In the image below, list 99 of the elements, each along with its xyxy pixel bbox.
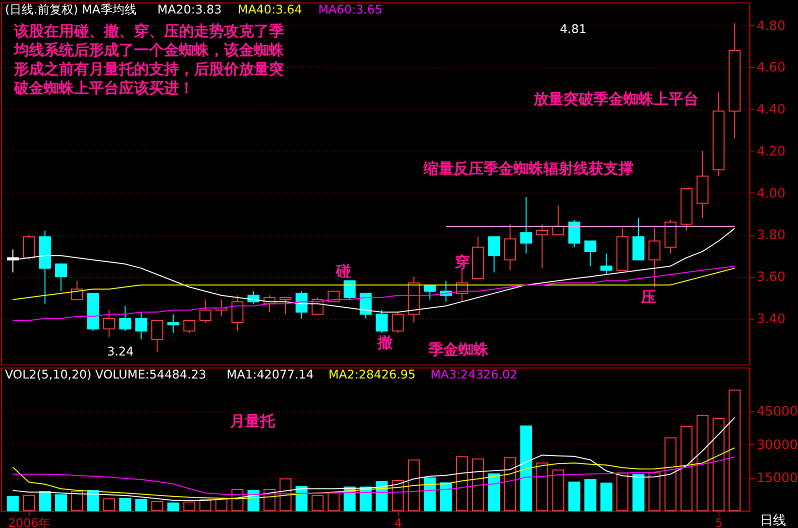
- bar: [504, 457, 516, 512]
- y-tick-label: 3.40: [756, 312, 786, 327]
- text: 日线: [760, 514, 786, 528]
- bar: [648, 472, 660, 512]
- annotation: 该股在用碰、撤、穿、压的走势攻克了季均线系统后形成了一个金蜘蛛，该金蜘蛛形成之前有月量托的支持，后股价放量突破金蜘蛛上平台应该买进！: [12, 22, 285, 97]
- candlestick: [280, 297, 292, 315]
- x-tick-label: 5: [715, 516, 723, 528]
- candlestick: [55, 264, 67, 292]
- bar: [664, 437, 676, 512]
- candlestick: [632, 217, 644, 260]
- candlestick: [151, 320, 164, 352]
- bar: [712, 418, 725, 512]
- candlestick: [199, 299, 212, 324]
- y-tick-label: 4.20: [756, 144, 786, 160]
- text: MA3:24326.02: [430, 367, 518, 382]
- annotation: 4.81: [560, 22, 586, 36]
- bar: [312, 494, 324, 512]
- line-series: [12, 447, 736, 500]
- y-tick-label: 3.60: [756, 270, 786, 286]
- candlestick: [328, 290, 340, 302]
- candlestick: [71, 280, 83, 300]
- bar: [408, 460, 420, 512]
- bar: [616, 472, 628, 512]
- x-tick-label: 4: [394, 516, 402, 528]
- bar: [600, 482, 612, 512]
- candlestick: [22, 234, 35, 260]
- bar: [392, 480, 404, 512]
- annotation: 放量突破季金蜘蛛上平台: [532, 90, 698, 108]
- bar: [456, 456, 468, 512]
- candlestick: [376, 310, 388, 334]
- bar: [296, 486, 308, 512]
- bar: [119, 498, 132, 512]
- candlestick: [231, 294, 244, 332]
- bar: [183, 502, 196, 512]
- annotation: 缩量反压季金蜘蛛辐射线获支撑: [422, 159, 634, 178]
- bar: [135, 498, 148, 512]
- bar: [488, 473, 500, 512]
- bar: [280, 478, 292, 512]
- bar: [328, 492, 340, 512]
- y-tick-label: 4.80: [756, 18, 786, 34]
- candlestick: [135, 312, 148, 340]
- bar: [696, 414, 709, 512]
- bar: [568, 482, 580, 512]
- y-tick-label: 4.00: [756, 186, 786, 202]
- y-tick-label: 4.40: [756, 102, 786, 118]
- bar: [584, 479, 596, 512]
- annotation: 撤: [376, 334, 393, 352]
- bar: [167, 502, 180, 512]
- candlestick: [488, 236, 500, 273]
- chart-title: VOL2(5,10,20) VOLUME:54484.23: [4, 367, 206, 382]
- annotation: 压: [640, 288, 656, 306]
- bar: [87, 490, 100, 512]
- y-tick-label: 4.60: [756, 60, 786, 76]
- candlestick: [183, 320, 196, 334]
- candlestick: [392, 312, 404, 334]
- text: MA20:3.83: [157, 2, 222, 16]
- annotation: 穿: [455, 252, 470, 271]
- bar: [472, 458, 484, 512]
- annotation: 季金蜘蛛: [428, 340, 490, 359]
- text: MA2:28426.95: [328, 367, 416, 382]
- annotation: 3.24: [107, 344, 134, 359]
- candlestick: [504, 224, 516, 271]
- candlestick: [568, 220, 580, 248]
- candlestick: [344, 280, 356, 300]
- bar: [680, 426, 692, 512]
- bar: [536, 462, 548, 512]
- candlestick: [536, 224, 548, 269]
- candlestick: [167, 314, 180, 334]
- bar: [520, 425, 532, 512]
- bar: [22, 494, 35, 512]
- bar: [151, 500, 164, 512]
- candlestick: [648, 228, 660, 288]
- bar: [6, 496, 19, 512]
- y-tick-label: 30000: [756, 438, 798, 453]
- bar: [728, 390, 741, 512]
- text: MA40:3.64: [238, 2, 302, 16]
- y-tick-label: 3.80: [756, 228, 786, 244]
- text: MA1:42077.14: [226, 367, 314, 382]
- y-tick-label: 15000: [756, 471, 798, 486]
- candlestick: [119, 305, 132, 332]
- bar: [71, 490, 83, 512]
- y-tick-label: 45000: [756, 404, 798, 420]
- line-series: [12, 456, 736, 496]
- candlestick: [520, 196, 532, 254]
- candlestick: [584, 240, 596, 267]
- annotation: 月量托: [229, 412, 276, 430]
- bar: [552, 469, 564, 512]
- bar: [424, 477, 436, 512]
- candlestick: [103, 310, 116, 338]
- bar: [55, 494, 67, 512]
- annotation: 碰: [334, 262, 351, 280]
- bar: [632, 474, 644, 512]
- text: MA60:3.65: [318, 2, 382, 16]
- candlestick: [600, 253, 612, 275]
- chart-title: (日线.前复权) MA季均线: [4, 2, 136, 16]
- bar: [440, 482, 452, 512]
- bar: [103, 498, 116, 512]
- bar: [199, 498, 212, 512]
- bar: [38, 490, 51, 512]
